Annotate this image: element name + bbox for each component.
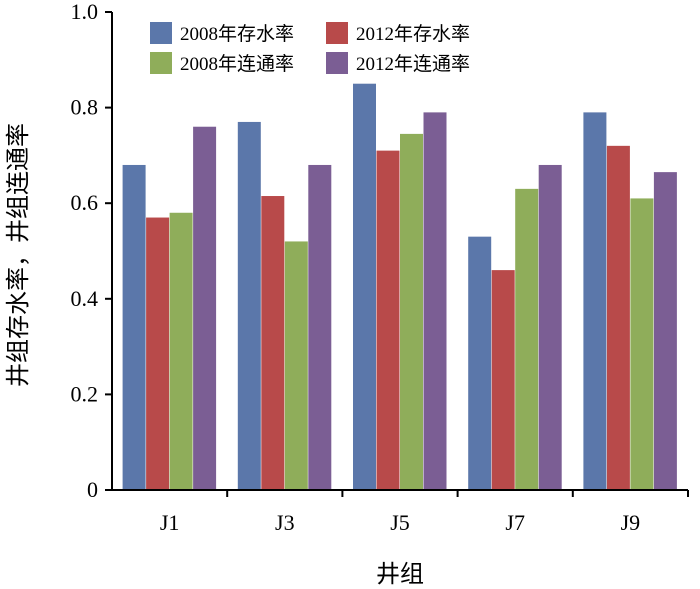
x-tick-label: J3 [275,510,295,535]
x-tick-label: J5 [390,510,410,535]
legend-label-0: 2008年存水率 [180,23,294,45]
bar-J1-series-3 [193,126,217,490]
bar-J5-series-0 [353,83,376,490]
legend-label-2: 2008年连通率 [180,53,294,75]
x-axis-ticks: J1 J3 J5 J7 J9 [160,490,689,535]
bar-J7-series-3 [538,164,562,490]
bar-J7-series-1 [491,270,515,490]
bar-J9-series-3 [653,172,677,490]
bar-J3-series-1 [261,196,285,490]
bars-layer [122,83,677,491]
bar-J3-series-3 [308,164,332,490]
legend-swatch-3 [326,52,348,74]
y-tick-label: 0.4 [71,286,99,311]
bar-J7-series-2 [515,188,539,491]
legend-swatch-0 [150,22,172,44]
y-tick-label: 0.2 [71,381,99,406]
bar-J5-series-3 [423,112,447,490]
x-axis-title: 井组 [376,561,424,588]
y-tick-label: 0 [87,477,98,502]
bar-J9-series-1 [606,145,630,490]
y-tick-label: 0.6 [71,190,99,215]
bar-J5-series-1 [376,150,400,490]
bar-J9-series-0 [583,112,607,490]
x-tick-label: J9 [621,510,641,535]
legend-label-3: 2012年连通率 [356,53,470,75]
x-tick-label: J7 [505,510,525,535]
y-tick-label: 1.0 [71,0,99,24]
bar-J3-series-2 [284,241,308,490]
y-tick-label: 0.8 [71,95,99,120]
y-axis-ticks: 0 0.2 0.4 0.6 0.8 1.0 [71,0,112,502]
legend-label-1: 2012年存水率 [356,23,470,45]
y-axis-title: 井组存水率，井组连通率 [5,123,32,387]
bar-J9-series-2 [630,198,654,491]
x-tick-label: J1 [160,510,180,535]
bar-J3-series-0 [237,121,261,490]
legend-swatch-2 [150,52,172,74]
legend-swatch-1 [326,22,348,44]
bar-J5-series-2 [400,133,423,490]
bar-J7-series-0 [468,236,492,490]
bar-J1-series-2 [169,212,193,490]
legend: 2008年存水率 2012年存水率 2008年连通率 2012年连通率 [150,22,470,75]
bar-J1-series-0 [122,164,146,490]
bar-J1-series-1 [146,217,170,491]
